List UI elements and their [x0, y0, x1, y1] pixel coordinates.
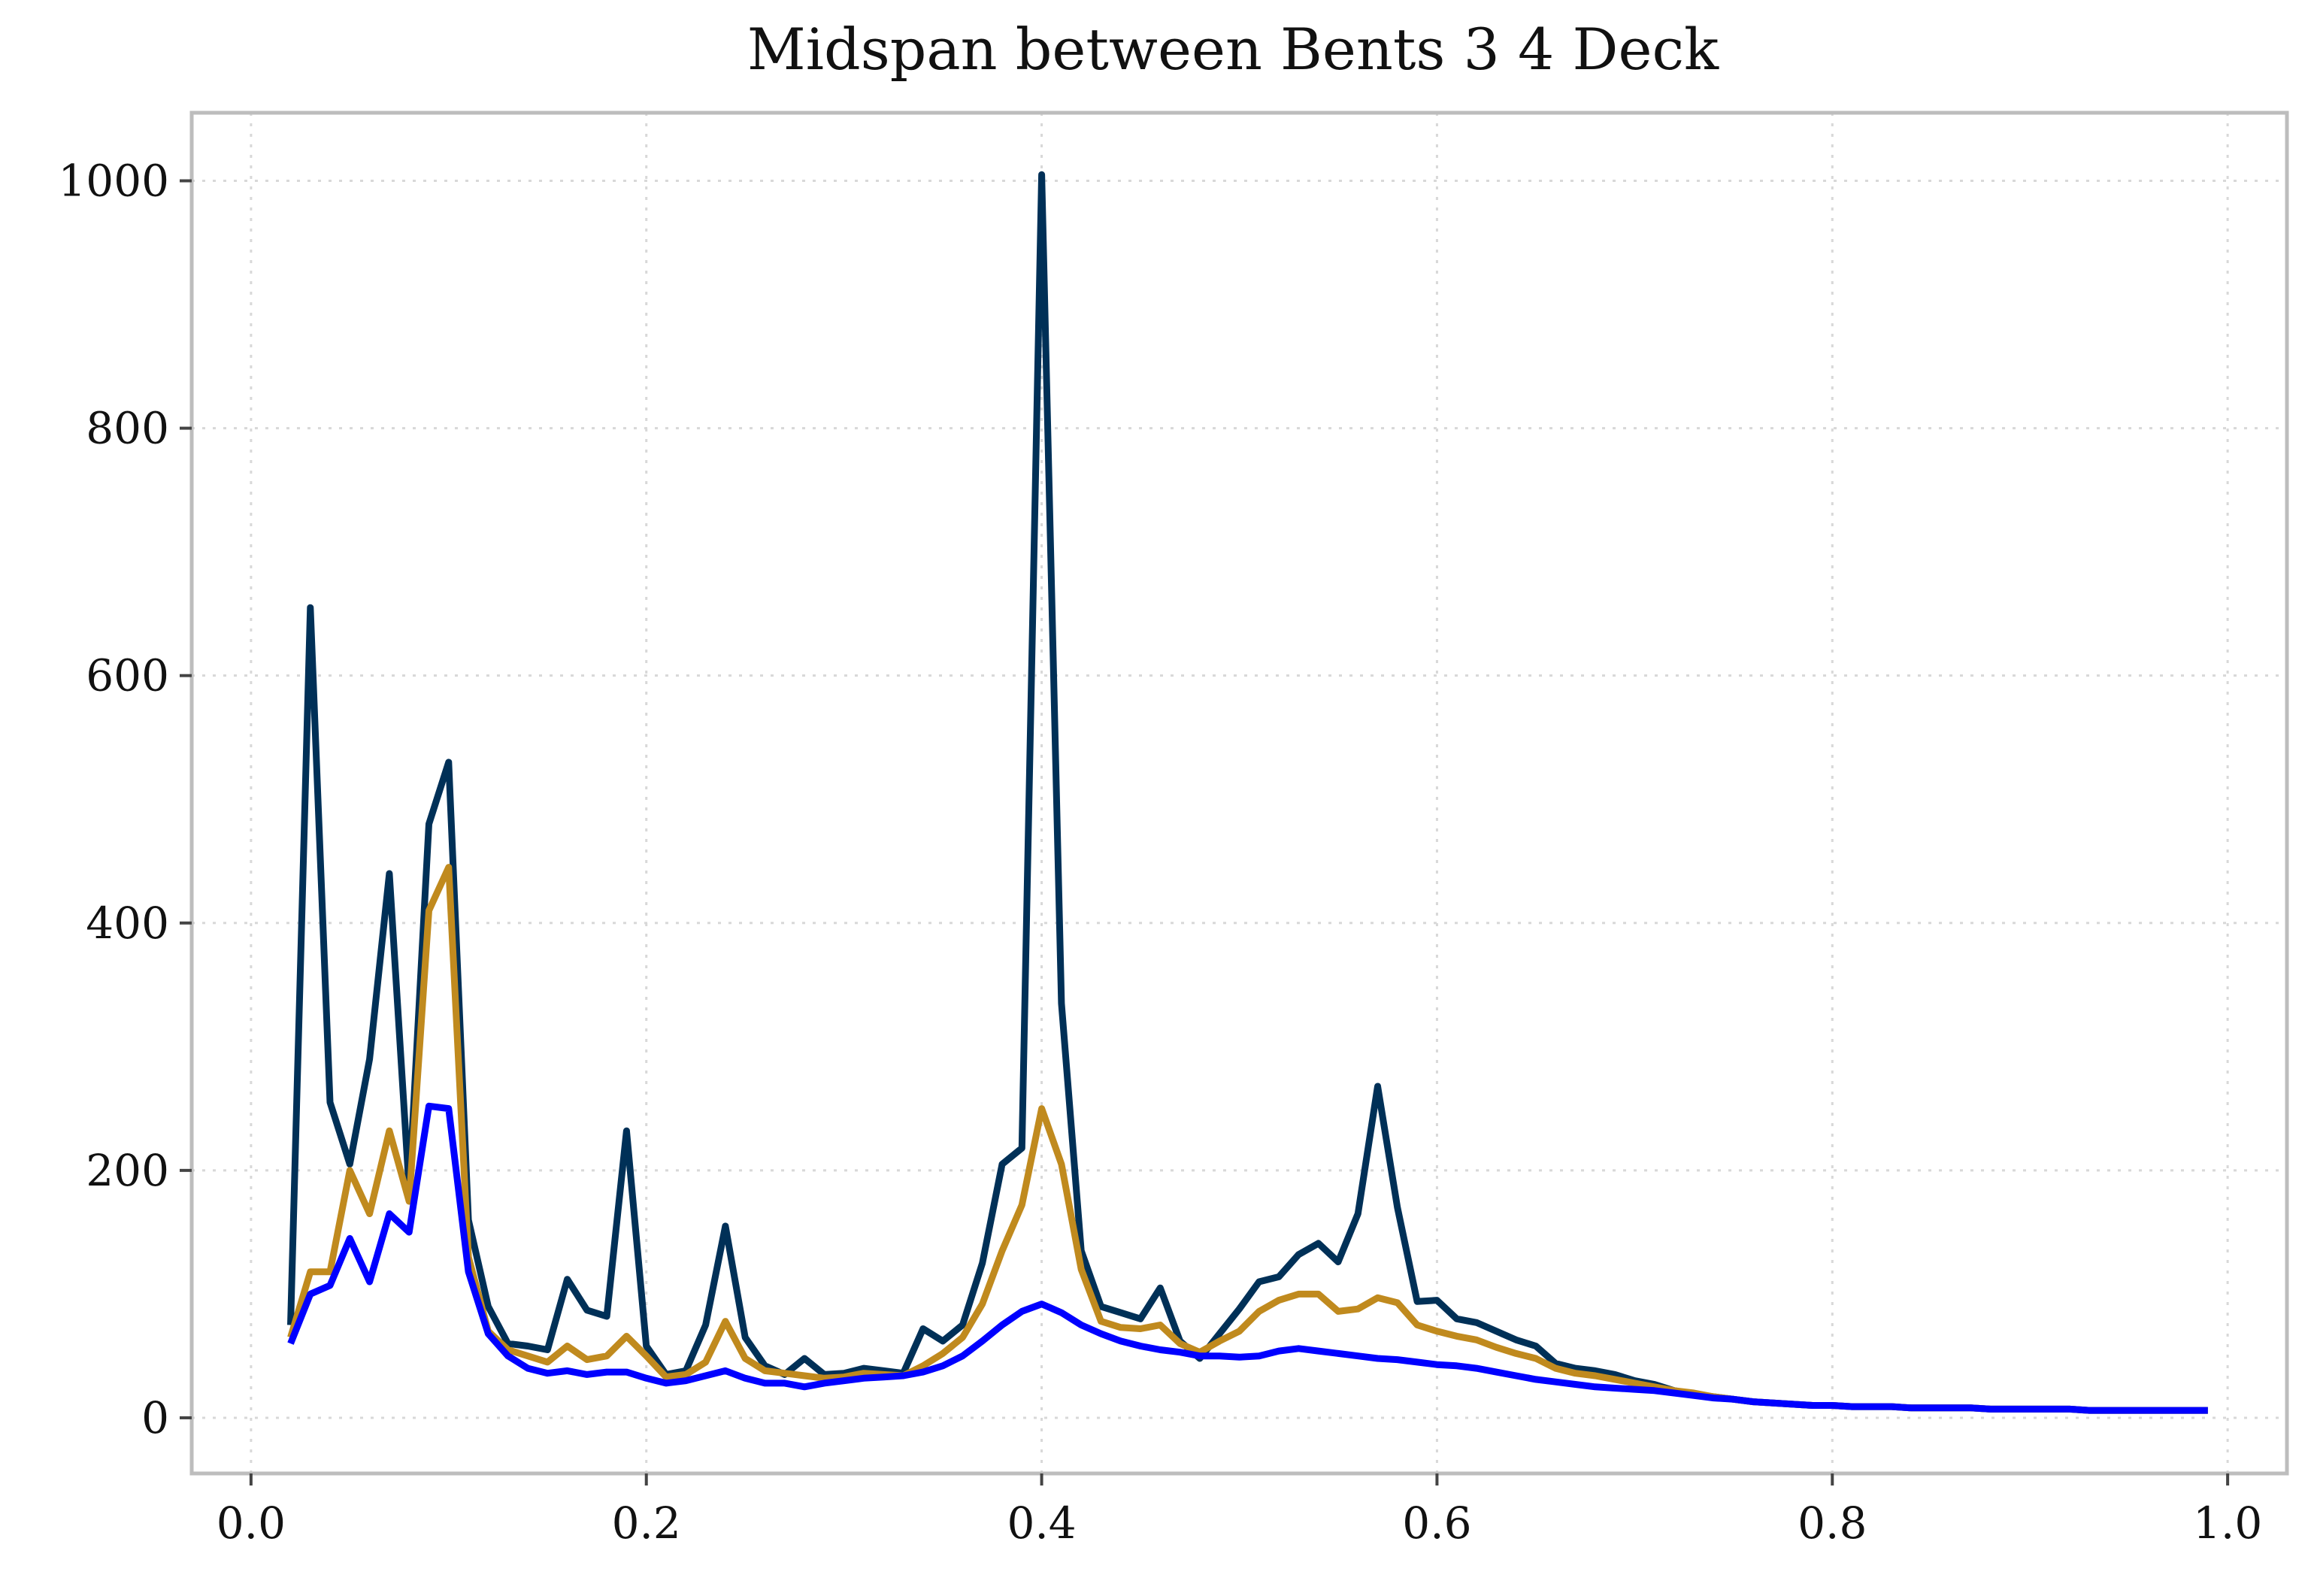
y-tick-label: 1000 [58, 156, 169, 207]
y-tick-label: 800 [86, 403, 169, 454]
series-line-1 [287, 171, 2208, 1414]
grid [192, 113, 2287, 1473]
y-tick-label: 400 [86, 898, 169, 949]
series-lines [287, 171, 2208, 1414]
x-tick-label: 0.4 [1007, 1498, 1076, 1549]
x-tick-label: 0.2 [612, 1498, 681, 1549]
series-line-2 [287, 864, 2208, 1414]
x-tick-label: 0.8 [1798, 1498, 1867, 1549]
y-tick-label: 600 [86, 650, 169, 701]
x-tick-label: 0.6 [1402, 1498, 1471, 1549]
x-tick-label: 0.0 [217, 1498, 286, 1549]
x-tick-label: 1.0 [2193, 1498, 2262, 1549]
series-line-3 [287, 1102, 2208, 1414]
y-tick-label: 200 [86, 1145, 169, 1196]
axis-ticks: 0.0 0.2 0.4 0.6 0.8 1.0 0 200 400 600 800 1000 [58, 156, 2262, 1549]
plot-frame [189, 111, 2289, 1476]
chart-title: Midspan between Bents 3 4 Deck [747, 16, 1719, 83]
y-tick-label: 0 [141, 1392, 169, 1443]
